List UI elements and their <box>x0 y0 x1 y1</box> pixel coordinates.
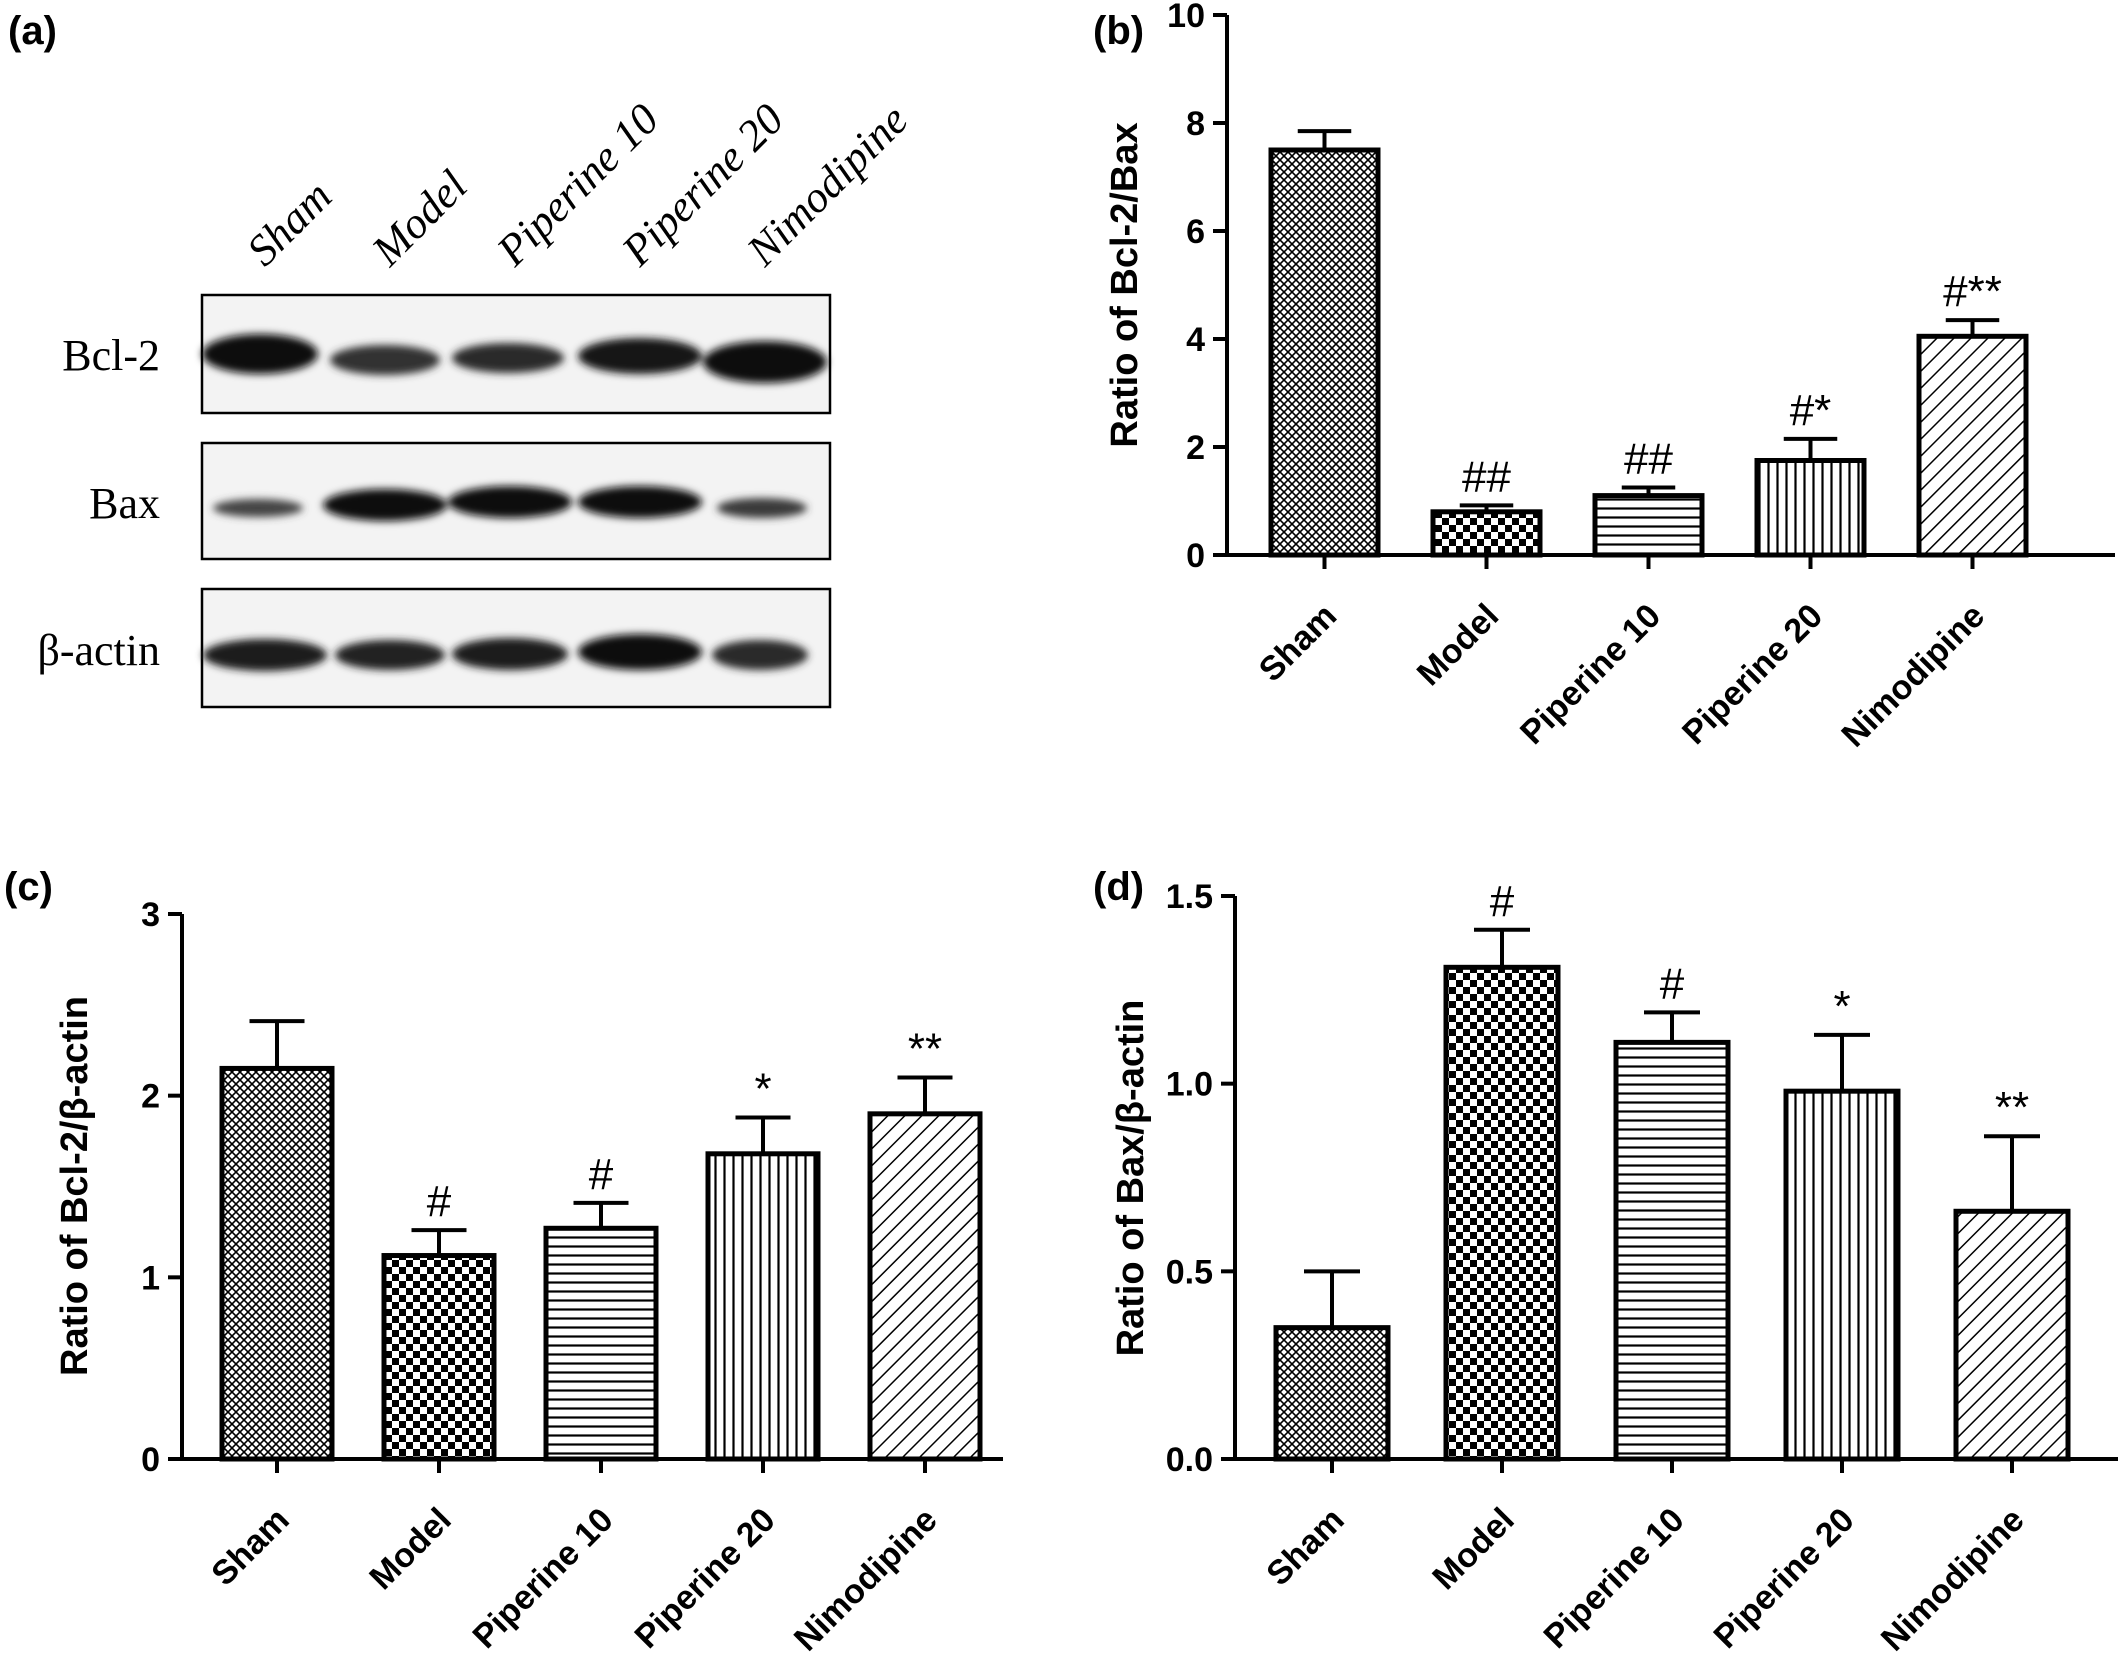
chart-b-bar-piperine-10 <box>1592 493 1705 558</box>
chart-c-ytick-label: 1 <box>141 1259 160 1297</box>
chart-b-ytick-label: 10 <box>1167 0 1205 35</box>
chart-b-ytick-label: 4 <box>1186 321 1205 359</box>
chart-d-bar-nimodipine <box>1953 1208 2071 1462</box>
chart-b: (b) Ratio of Bcl-2/Bax 0 2 4 6 8 10 Sham Model ## P… <box>1093 0 2115 755</box>
chart-b-category-nimodipine: Nimodipine <box>1834 597 1992 755</box>
panel-d-letter: (d) <box>1093 865 1144 909</box>
row-label-bax: Bax <box>89 479 160 528</box>
chart-b-bar-nimodipine <box>1916 333 2029 558</box>
lane-label-model: Model <box>362 161 477 276</box>
row-label-beta-actin: β-actin <box>37 626 160 675</box>
chart-c-bar-model <box>381 1253 497 1462</box>
lane-label-sham: Sham <box>237 171 341 275</box>
row-label-bcl2: Bcl-2 <box>62 331 160 380</box>
panel-c-letter: (c) <box>4 865 53 909</box>
chart-c-category-piperine-10: Piperine 10 <box>466 1501 621 1656</box>
chart-d-category-nimodipine: Nimodipine <box>1874 1501 2032 1659</box>
chart-c-category-nimodipine: Nimodipine <box>787 1501 945 1659</box>
chart-d-annotation-piperine-20: * <box>1833 982 1850 1031</box>
chart-c-annotation-piperine-10: # <box>589 1150 614 1199</box>
chart-d-ylabel: Ratio of Bax/β-actin <box>1110 1000 1152 1357</box>
chart-d: (d) Ratio of Bax/β-actin 0.0 0.5 1.0 1.5 Sham M… <box>1093 865 2118 1659</box>
chart-b-ytick-label: 8 <box>1186 105 1205 143</box>
chart-c-category-piperine-20: Piperine 20 <box>628 1501 783 1656</box>
chart-c-annotation-nimodipine: ** <box>908 1025 942 1074</box>
chart-d-category-piperine-20: Piperine 20 <box>1707 1501 1862 1656</box>
chart-d-ytick-label: 1.5 <box>1166 878 1213 916</box>
chart-b-ytick-label: 0 <box>1186 537 1205 575</box>
chart-b-category-model: Model <box>1410 597 1506 693</box>
chart-d-bar-model <box>1443 964 1561 1462</box>
chart-d-bar-sham <box>1273 1325 1391 1462</box>
chart-b-bar-sham <box>1268 147 1381 558</box>
chart-d-bar-piperine-10 <box>1613 1039 1731 1462</box>
chart-b-ytick-label: 2 <box>1186 429 1205 467</box>
chart-d-bar-piperine-20 <box>1783 1088 1901 1462</box>
chart-b-annotation-nimodipine: #** <box>1943 267 2002 316</box>
chart-b-category-piperine-10: Piperine 10 <box>1513 597 1668 752</box>
chart-b-ytick-label: 6 <box>1186 213 1205 251</box>
chart-c-category-model: Model <box>362 1501 458 1597</box>
chart-c-ylabel: Ratio of Bcl-2/β-actin <box>54 996 96 1376</box>
chart-d-category-sham: Sham <box>1259 1501 1351 1593</box>
chart-c-ytick-label: 0 <box>141 1441 160 1479</box>
chart-b-bar-piperine-20 <box>1754 458 1867 558</box>
chart-d-ytick-label: 0.0 <box>1166 1441 1213 1479</box>
chart-d-ytick-label: 0.5 <box>1166 1253 1213 1291</box>
chart-d-ytick-label: 1.0 <box>1166 1066 1213 1104</box>
chart-b-category-piperine-20: Piperine 20 <box>1675 597 1830 752</box>
chart-c-annotation-model: # <box>427 1177 452 1226</box>
chart-c-ytick-label: 3 <box>141 896 160 934</box>
chart-d-annotation-nimodipine: ** <box>1995 1083 2029 1132</box>
lane-labels: Sham Model Piperine 10 Piperine 20 Nimod… <box>237 94 917 275</box>
panel-a-western-blot: (a) Sham Model Piperine 10 Piperine 20 N… <box>8 9 917 709</box>
chart-c-bar-sham <box>219 1065 335 1462</box>
chart-c: (c) Ratio of Bcl-2/β-actin 0 1 2 3 Sham Model # P… <box>4 865 1003 1659</box>
chart-c-category-sham: Sham <box>204 1501 296 1593</box>
chart-d-category-piperine-10: Piperine 10 <box>1537 1501 1692 1656</box>
chart-b-annotation-piperine-20: #* <box>1790 386 1832 435</box>
blot-bax <box>200 441 832 561</box>
chart-c-annotation-piperine-20: * <box>754 1064 771 1113</box>
blot-beta-actin <box>200 587 832 709</box>
chart-c-ytick-label: 2 <box>141 1078 160 1116</box>
chart-c-bar-nimodipine <box>867 1111 983 1462</box>
chart-d-annotation-piperine-10: # <box>1660 959 1685 1008</box>
chart-b-category-sham: Sham <box>1252 597 1344 689</box>
chart-b-bar-model <box>1430 509 1543 558</box>
chart-c-bar-piperine-10 <box>543 1225 659 1462</box>
chart-d-category-model: Model <box>1425 1501 1521 1597</box>
chart-c-bar-piperine-20 <box>705 1151 821 1462</box>
blot-bcl2 <box>200 293 832 415</box>
chart-b-annotation-model: ## <box>1462 452 1511 501</box>
chart-d-annotation-model: # <box>1490 877 1515 926</box>
panel-a-letter: (a) <box>8 9 57 53</box>
chart-b-annotation-piperine-10: ## <box>1624 435 1673 484</box>
panel-b-letter: (b) <box>1093 9 1144 53</box>
chart-b-ylabel: Ratio of Bcl-2/Bax <box>1104 122 1146 447</box>
